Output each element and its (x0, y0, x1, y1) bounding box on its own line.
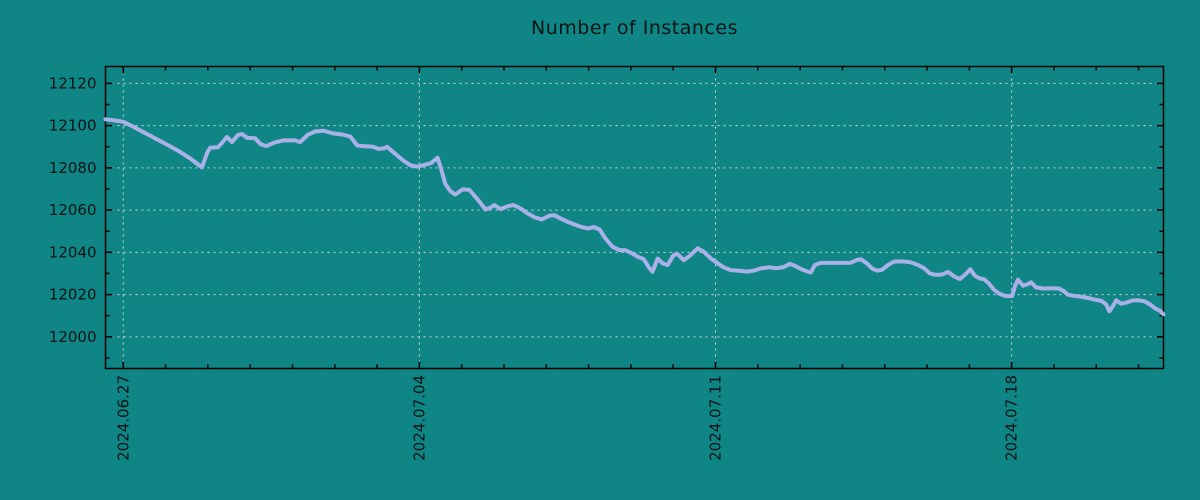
x-tick-label: 2024.07.04 (410, 375, 428, 461)
plot-border (104, 65, 1165, 370)
series-line (103, 117, 1166, 317)
x-tick-label: 2024.07.11 (707, 375, 725, 461)
y-tick-label: 12120 (49, 74, 97, 92)
y-tick-label: 12060 (49, 201, 97, 219)
y-tick-label: 12000 (49, 328, 97, 346)
x-tick-label: 2024.07.18 (1003, 375, 1021, 461)
y-tick-label: 12040 (49, 243, 97, 261)
chart-title: Number of Instances (531, 17, 738, 39)
y-tick-label: 12020 (49, 286, 97, 304)
y-tick-label: 12100 (49, 117, 97, 135)
y-tick-label: 12080 (49, 159, 97, 177)
x-tick-label: 2024.06.27 (114, 375, 132, 461)
